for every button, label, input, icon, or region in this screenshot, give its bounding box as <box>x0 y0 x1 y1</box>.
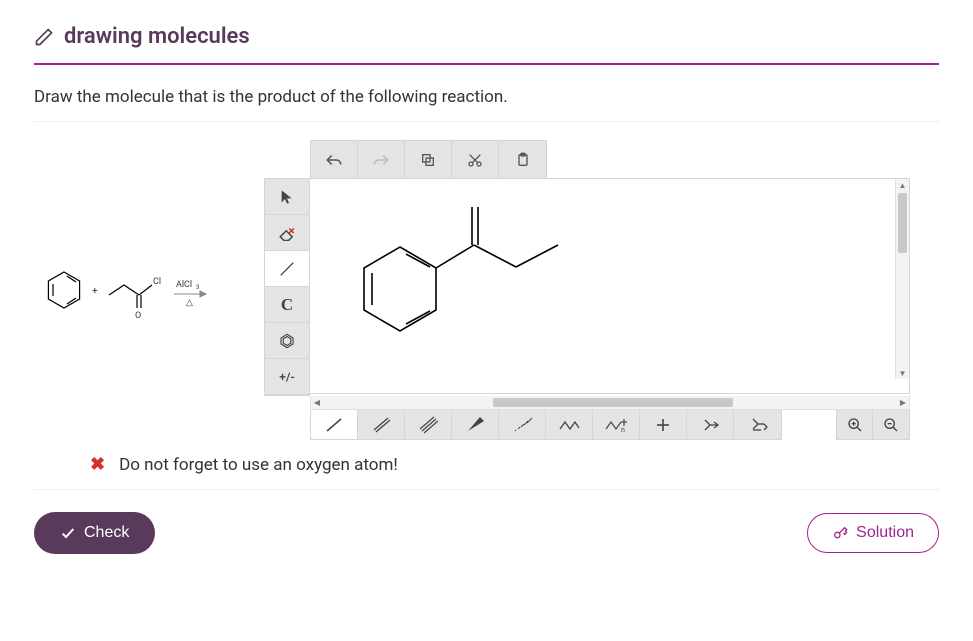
charge-tool[interactable]: +/- <box>265 359 309 395</box>
plus-sign: + <box>92 286 98 297</box>
select-tool[interactable] <box>265 179 309 215</box>
zoom-in-icon <box>847 417 863 433</box>
hscroll-thumb[interactable] <box>493 398 733 407</box>
equil-tool[interactable] <box>734 410 781 439</box>
rxn-arrow-icon <box>699 416 721 434</box>
feedback-row: ✖ Do not forget to use an oxygen atom! <box>90 454 939 475</box>
single-bond[interactable] <box>311 410 358 439</box>
equil-arrow-icon <box>747 416 769 434</box>
line1-icon <box>324 416 344 434</box>
undo-icon <box>325 153 343 167</box>
editor-side-toolbar: C +/- <box>264 178 310 396</box>
editor-top-toolbar <box>310 140 547 178</box>
work-area: + Cl O AlCl 3 △ <box>34 140 939 440</box>
solution-label: Solution <box>856 524 914 542</box>
undo-button[interactable] <box>311 141 358 178</box>
reaction-diagram: + Cl O AlCl 3 △ <box>34 250 234 330</box>
double-bond[interactable] <box>358 410 405 439</box>
cut-icon <box>467 152 483 168</box>
prompt-divider <box>34 121 939 122</box>
erase-tool[interactable] <box>265 215 309 251</box>
svg-text:n: n <box>621 426 625 434</box>
bond-tool[interactable] <box>265 251 309 287</box>
check-label: Check <box>84 524 129 542</box>
zoom-out[interactable] <box>873 410 909 439</box>
single-line-icon <box>278 260 296 278</box>
cut-button[interactable] <box>452 141 499 178</box>
solution-button[interactable]: Solution <box>807 513 939 553</box>
line2-icon <box>371 416 391 434</box>
hash-bond[interactable] <box>499 410 546 439</box>
key-icon <box>832 525 848 541</box>
o-label: O <box>135 311 141 321</box>
question-prompt: Draw the molecule that is the product of… <box>34 87 939 107</box>
check-icon <box>60 525 76 541</box>
atom-tool[interactable]: C <box>265 287 309 323</box>
canvas-hscrollbar[interactable]: ◀ ▶ <box>310 396 910 410</box>
redo-button[interactable] <box>358 141 405 178</box>
footer-row: Check Solution <box>34 512 939 554</box>
title-divider <box>34 63 939 65</box>
plus-icon <box>654 416 672 434</box>
scroll-right-icon: ▶ <box>897 398 909 407</box>
scroll-down-icon: ▼ <box>896 367 909 379</box>
line3-icon <box>418 416 438 434</box>
x-icon: ✖ <box>90 454 105 475</box>
wedge-icon <box>465 416 485 434</box>
hash-icon <box>511 416 533 434</box>
pencil-icon <box>34 27 54 47</box>
chain-icon <box>558 416 580 434</box>
redo-icon <box>372 153 390 167</box>
vscroll-thumb[interactable] <box>898 193 907 253</box>
drawing-canvas[interactable]: ▲ ▼ <box>310 178 910 394</box>
plus-tool[interactable] <box>640 410 687 439</box>
chain-n-tool[interactable]: n <box>593 410 640 439</box>
chain-tool[interactable] <box>546 410 593 439</box>
footer-divider <box>34 489 939 490</box>
paste-button[interactable] <box>499 141 546 178</box>
heat-symbol: △ <box>186 298 193 308</box>
copy-button[interactable] <box>405 141 452 178</box>
page-title-row: drawing molecules <box>34 24 939 49</box>
reagent-label: AlCl <box>176 280 192 290</box>
svg-text:3: 3 <box>196 284 199 291</box>
feedback-text: Do not forget to use an oxygen atom! <box>119 455 398 475</box>
wedge-bond[interactable] <box>452 410 499 439</box>
chain-n-icon: n <box>604 416 628 434</box>
zoom-in[interactable] <box>837 410 873 439</box>
copy-icon <box>420 152 436 168</box>
page-title: drawing molecules <box>64 24 250 49</box>
ring-tool[interactable] <box>265 323 309 359</box>
triple-bond[interactable] <box>405 410 452 439</box>
canvas-vscrollbar[interactable]: ▲ ▼ <box>895 179 909 379</box>
scroll-left-icon: ◀ <box>311 398 323 407</box>
zoom-out-icon <box>883 417 899 433</box>
eraser-icon <box>278 225 296 241</box>
paste-icon <box>515 152 531 168</box>
arrow-tool[interactable] <box>687 410 734 439</box>
molecule-editor: C +/- <box>264 140 910 440</box>
ring-icon <box>278 332 296 350</box>
check-button[interactable]: Check <box>34 512 155 554</box>
scroll-up-icon: ▲ <box>896 179 909 191</box>
cursor-icon <box>280 189 294 205</box>
cl-label: Cl <box>153 277 161 287</box>
editor-bottom-toolbar: n <box>310 410 910 440</box>
